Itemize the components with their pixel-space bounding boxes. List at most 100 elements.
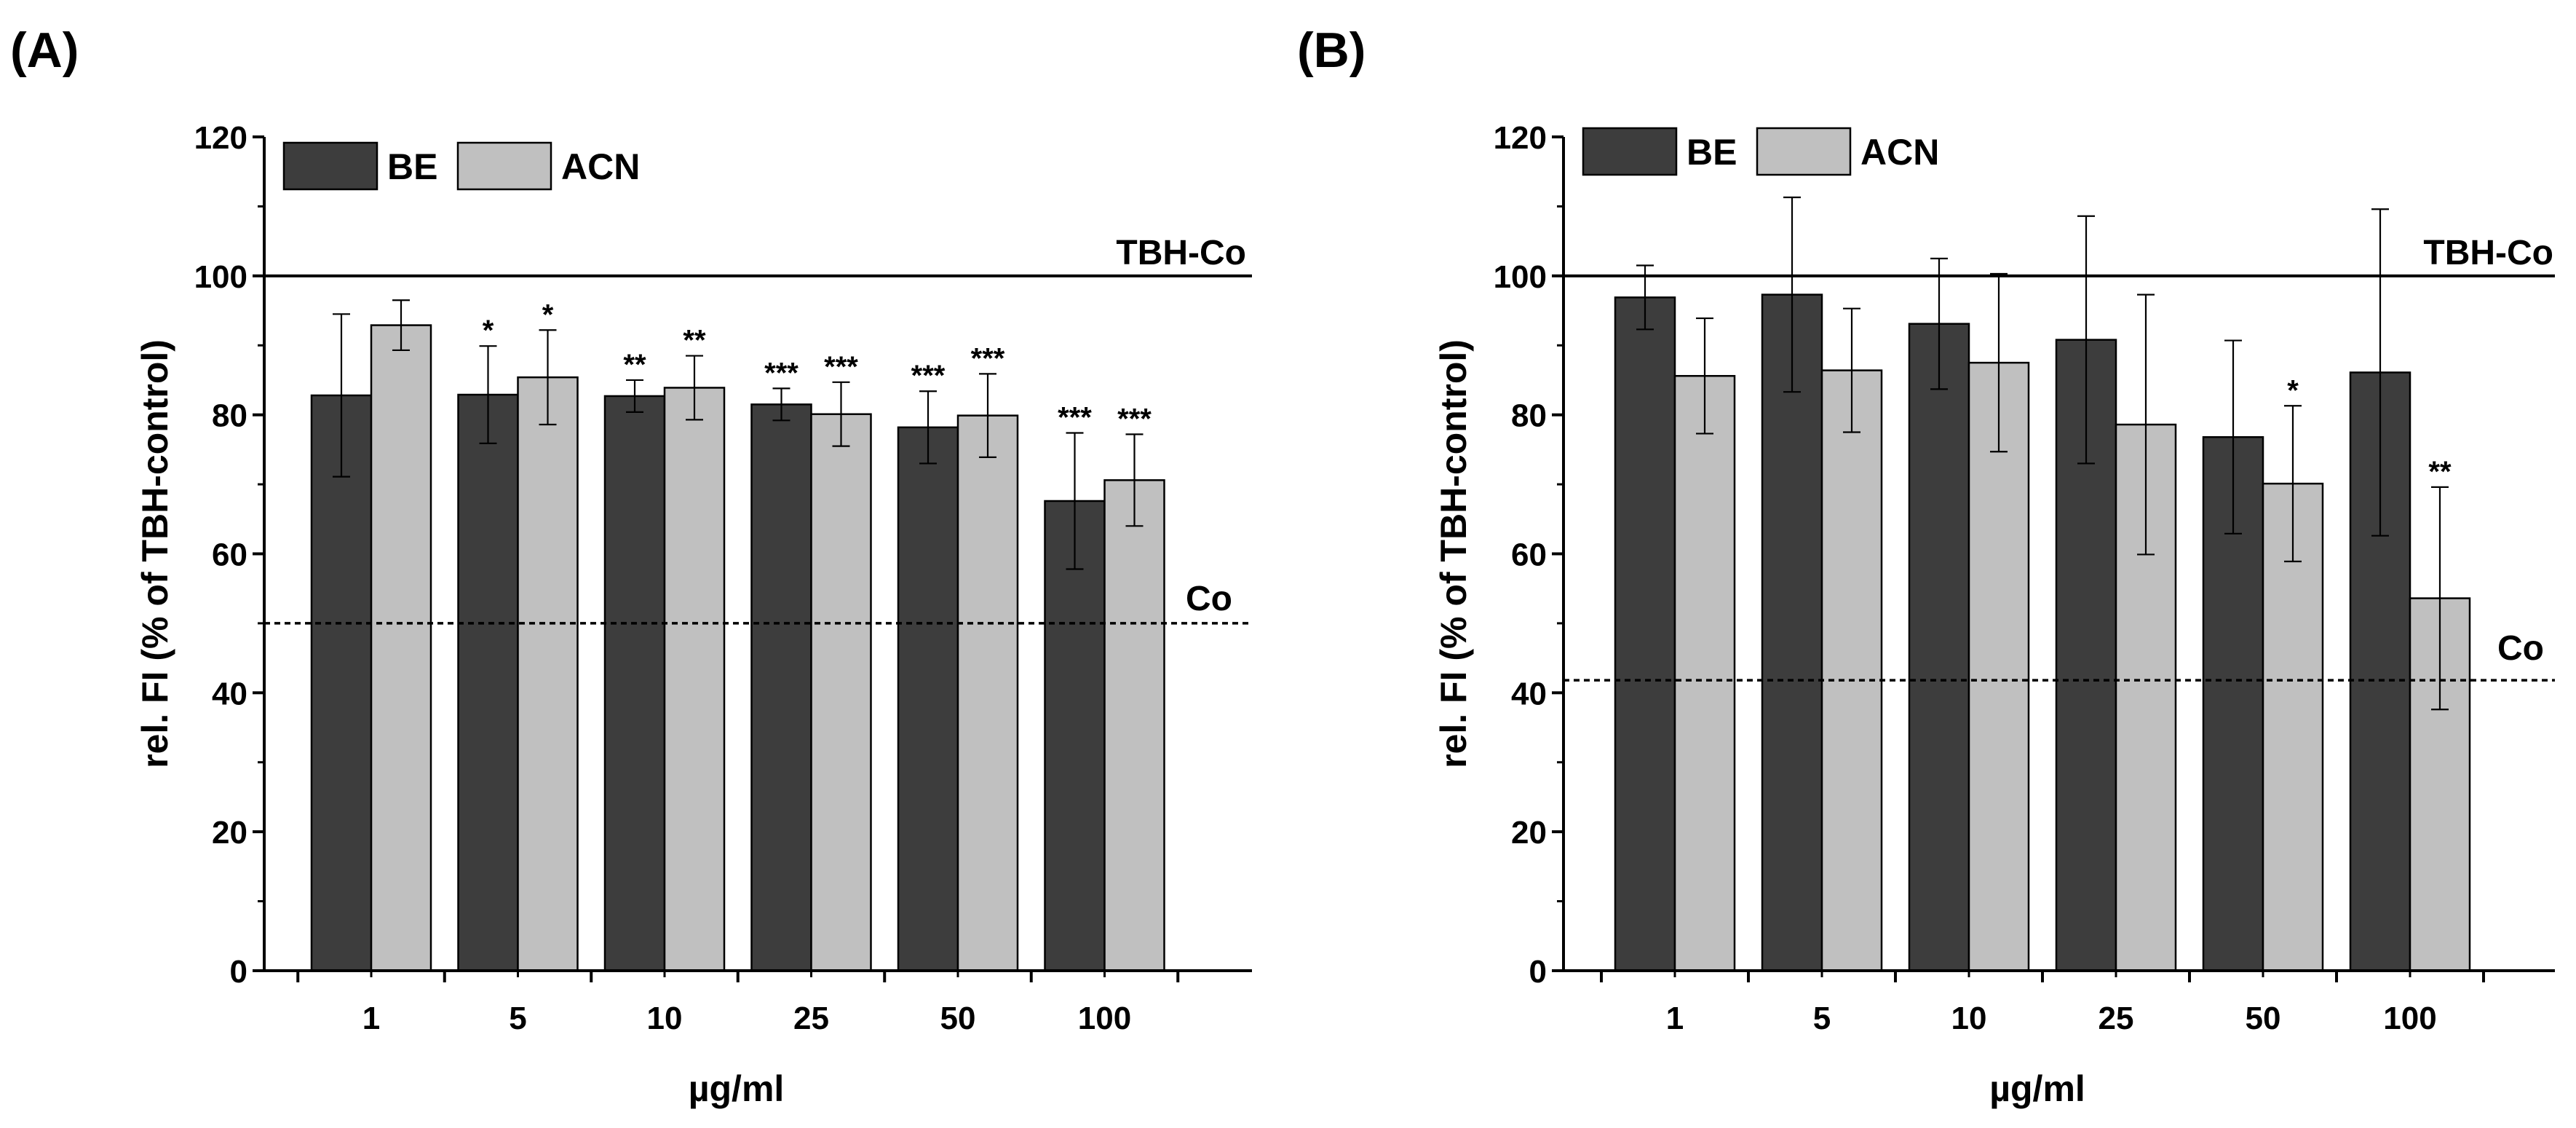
panel-label-b: (B) <box>1297 23 1366 78</box>
bar-be-100 <box>1044 500 1106 972</box>
error-bar-acn-50 <box>979 373 996 458</box>
legend-swatch-acn <box>456 141 552 191</box>
bar-acn-5 <box>517 376 579 972</box>
error-bar-acn-1 <box>1696 317 1713 435</box>
y-tick-label: 40 <box>212 676 247 711</box>
significance-marker-acn-50: * <box>2287 374 2299 406</box>
bar-acn-10 <box>1967 361 2030 972</box>
error-bar-acn-50 <box>2284 405 2302 563</box>
y-axis-title: rel. FI (% of TBH-control) <box>135 339 175 768</box>
x-tick-label-50: 50 <box>940 1001 976 1036</box>
reference-label-co: Co <box>2497 629 2544 668</box>
significance-marker-be-50: *** <box>911 360 946 392</box>
bar-be-10 <box>603 395 666 972</box>
y-tick-label: 120 <box>1494 120 1547 156</box>
y-tick-label: 80 <box>1511 398 1547 434</box>
legend-swatch-be <box>282 141 379 191</box>
bar-acn-50 <box>956 414 1019 972</box>
bar-be-50 <box>897 426 959 972</box>
error-bar-be-5 <box>479 345 497 444</box>
bar-acn-5 <box>1820 369 1883 972</box>
error-bar-be-50 <box>919 390 937 465</box>
significance-marker-be-5: * <box>483 315 494 347</box>
bar-be-5 <box>457 393 519 972</box>
error-bar-be-1 <box>333 313 350 478</box>
reference-label-co: Co <box>1186 580 1232 618</box>
reference-label-tbh-co: TBH-Co <box>2423 234 2553 272</box>
y-tick-label: 120 <box>194 120 247 156</box>
bar-acn-25 <box>810 413 872 972</box>
x-tick-label-25: 25 <box>2099 1001 2134 1036</box>
x-tick-label-50: 50 <box>2246 1001 2281 1036</box>
error-bar-acn-25 <box>832 381 850 447</box>
significance-marker-be-100: *** <box>1058 401 1092 433</box>
x-axis-title: µg/ml <box>689 1068 785 1109</box>
bar-be-1 <box>310 394 373 972</box>
significance-marker-be-25: *** <box>764 357 798 389</box>
chart-panel-a: * ******** *** ********* ***TBH-CoCo02040608… <box>135 120 1252 1109</box>
y-tick-label: 20 <box>1511 815 1547 851</box>
y-tick-label: 60 <box>212 537 247 573</box>
significance-marker-acn-100: *** <box>1117 403 1152 435</box>
y-tick-label: 20 <box>212 815 247 851</box>
error-bar-acn-5 <box>1843 307 1860 433</box>
error-bar-be-50 <box>2224 339 2242 535</box>
significance-marker-acn-10: ** <box>683 325 706 357</box>
legend-label-be: BE <box>1687 132 1737 173</box>
error-bar-be-10 <box>626 379 643 413</box>
x-tick-label-1: 1 <box>1666 1001 1684 1036</box>
y-tick-label: 0 <box>1529 954 1547 990</box>
significance-marker-acn-5: * <box>542 299 554 331</box>
error-bar-acn-25 <box>2137 293 2155 556</box>
bar-acn-10 <box>663 387 726 972</box>
legend-label-be: BE <box>387 146 437 187</box>
bar-acn-1 <box>370 324 432 972</box>
bar-be-1 <box>1614 296 1676 972</box>
legend-swatch-be <box>1582 127 1678 176</box>
y-tick-label: 100 <box>194 259 247 295</box>
significance-marker-acn-25: *** <box>824 351 858 383</box>
x-tick-label-1: 1 <box>362 1001 380 1036</box>
significance-marker-be-10: ** <box>623 349 646 381</box>
y-tick-label: 100 <box>1494 259 1547 295</box>
x-tick-label-5: 5 <box>1813 1001 1831 1036</box>
significance-marker-acn-50: *** <box>971 342 1005 374</box>
bar-be-5 <box>1761 293 1823 972</box>
y-tick-label: 80 <box>212 398 247 434</box>
y-tick-label: 40 <box>1511 676 1547 711</box>
bar-acn-100 <box>1103 479 1165 972</box>
x-tick-label-5: 5 <box>509 1001 526 1036</box>
error-bar-acn-1 <box>392 299 410 352</box>
significance-marker-acn-100: ** <box>2428 456 2452 488</box>
x-axis-title: µg/ml <box>1989 1068 2085 1109</box>
legend: BE ACN <box>1582 127 1939 176</box>
error-bar-be-100 <box>2371 208 2389 537</box>
error-bar-acn-10 <box>686 355 703 421</box>
reference-label-tbh-co: TBH-Co <box>1116 234 1246 272</box>
panel-label-a: (A) <box>10 23 79 78</box>
error-bar-be-100 <box>1066 432 1084 570</box>
error-bar-acn-5 <box>539 329 557 426</box>
x-tick-label-100: 100 <box>1078 1001 1131 1036</box>
legend: BE ACN <box>282 141 640 191</box>
error-bar-acn-100 <box>1125 433 1144 527</box>
bar-acn-1 <box>1673 374 1736 972</box>
x-tick-label-100: 100 <box>2383 1001 2436 1036</box>
x-tick-label-10: 10 <box>647 1001 683 1036</box>
legend-label-acn: ACN <box>561 146 640 187</box>
y-tick-label: 60 <box>1511 537 1547 573</box>
error-bar-be-25 <box>2077 215 2095 465</box>
x-tick-label-25: 25 <box>793 1001 829 1036</box>
legend-swatch-acn <box>1756 127 1852 176</box>
bar-be-10 <box>1908 323 1970 972</box>
bar-acn-50 <box>2262 482 2324 972</box>
error-bar-be-10 <box>1930 257 1948 390</box>
x-tick-label-10: 10 <box>1951 1001 1987 1036</box>
error-bar-be-5 <box>1783 196 1801 393</box>
error-bar-acn-100 <box>2431 486 2449 711</box>
legend-label-acn: ACN <box>1860 132 1939 173</box>
y-axis-title: rel. FI (% of TBH-control) <box>1433 339 1474 768</box>
y-tick-label: 0 <box>230 954 247 990</box>
